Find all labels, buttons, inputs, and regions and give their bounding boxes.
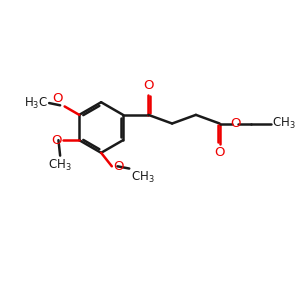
Text: CH$_3$: CH$_3$	[272, 116, 296, 131]
Text: CH$_3$: CH$_3$	[48, 158, 72, 173]
Text: O: O	[214, 146, 225, 159]
Text: O: O	[113, 160, 124, 173]
Text: H$_3$C: H$_3$C	[24, 95, 48, 111]
Text: O: O	[51, 134, 62, 147]
Text: CH$_3$: CH$_3$	[131, 170, 154, 185]
Text: O: O	[143, 80, 154, 92]
Text: O: O	[52, 92, 63, 105]
Text: O: O	[230, 117, 240, 130]
